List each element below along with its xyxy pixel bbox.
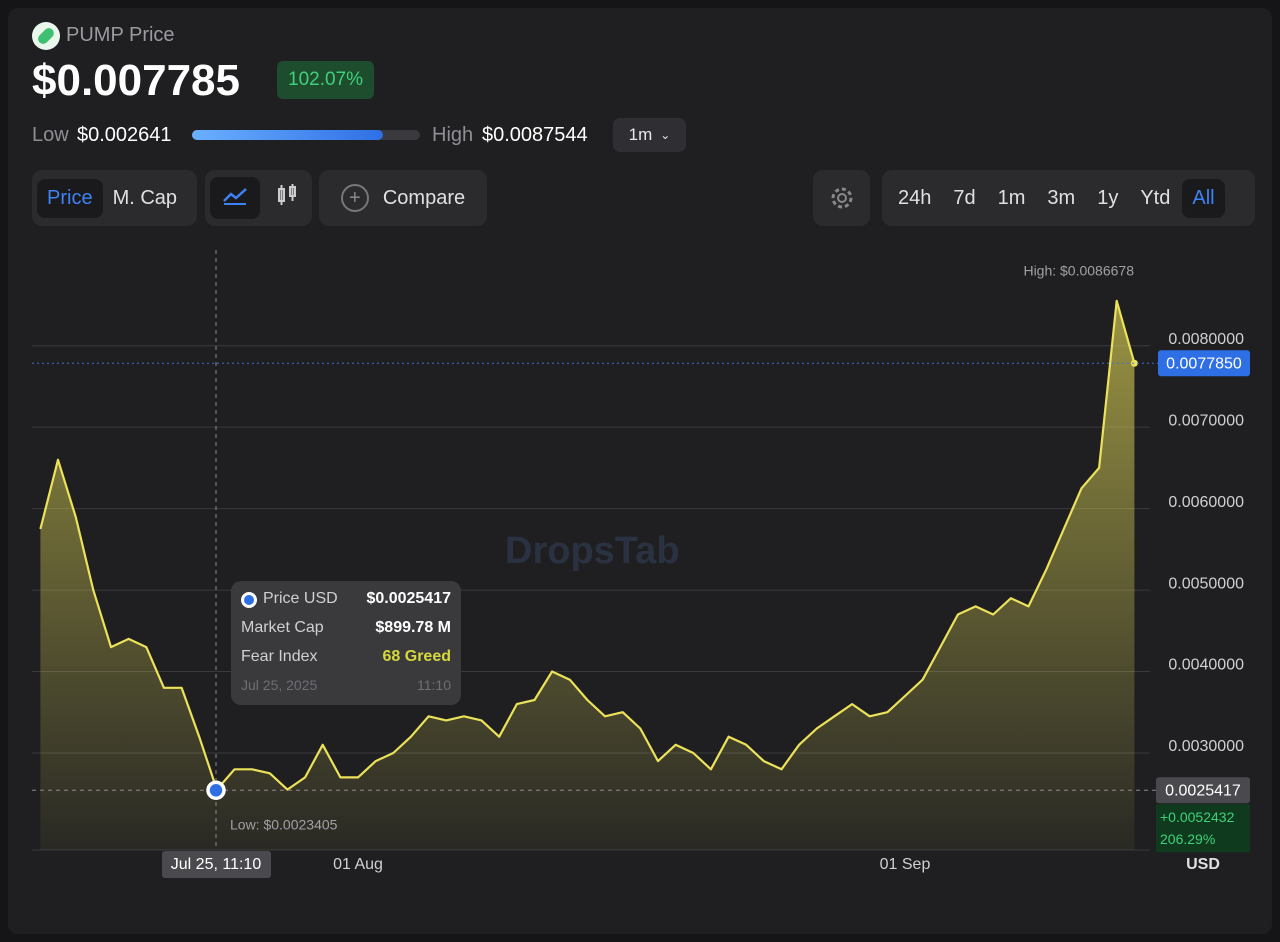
period-button[interactable]: 3m — [1047, 186, 1076, 209]
tooltip-time: 11:10 — [417, 677, 451, 693]
x-tick-label: 01 Aug — [333, 856, 383, 873]
crosshair-y-badge — [1156, 777, 1250, 804]
line-chart-button[interactable] — [210, 177, 260, 219]
tooltip: Price USD $0.0025417 Market Cap $899.78 M Fe… — [231, 581, 461, 705]
tooltip-key: Price USD — [263, 590, 338, 607]
low-value: $0.002641 — [77, 124, 172, 146]
title: PUMP Price — [66, 24, 175, 46]
tooltip-key: Market Cap — [241, 619, 324, 636]
tooltip-key: Fear Index — [241, 648, 318, 665]
range-text: 1m — [628, 125, 653, 144]
crosshair-x-label: Jul 25, 11:10 — [171, 856, 262, 873]
metric-button[interactable]: Price — [37, 178, 103, 218]
range-fill — [192, 130, 383, 140]
current-price-label: 0.0077850 — [1166, 355, 1242, 372]
range-bar — [192, 130, 420, 140]
tooltip-value: 68 Greed — [382, 648, 451, 665]
tooltip-value: $0.0025417 — [366, 590, 451, 607]
line — [39, 299, 1136, 791]
tooltip-row: Fear Index 68 Greed — [241, 648, 451, 666]
crosshair-x-badge — [162, 851, 271, 878]
tooltip-row: Price USD $0.0025417 — [241, 590, 451, 608]
candle-chart-button[interactable] — [266, 175, 308, 221]
chart-type-toggle — [205, 170, 312, 226]
compare-text: Compare — [382, 186, 466, 209]
period-button[interactable]: 1m — [997, 186, 1026, 209]
low-annotation: Low: $0.0023405 — [230, 817, 338, 833]
period-toggle: 24h 7d 1m 3m 1y Ytd All — [882, 170, 1255, 226]
period-button[interactable]: 1y — [1097, 186, 1119, 209]
period-button[interactable]: 7d — [953, 186, 976, 209]
x-tick-label: 01 Sep — [880, 856, 931, 873]
y-tick-label: 0.0070000 — [1168, 412, 1244, 429]
price: $0.007785 — [32, 56, 240, 105]
area — [40, 300, 1135, 850]
y-tick-label: 0.0030000 — [1168, 738, 1244, 755]
y-tick-label: 0.0050000 — [1168, 575, 1244, 592]
coin-icon — [32, 22, 60, 50]
y-tick-label: 0.0060000 — [1168, 494, 1244, 511]
tooltip-value: $899.78 M — [375, 619, 451, 636]
tooltip-date: Jul 25, 2025 — [241, 677, 318, 693]
plus-icon: + — [340, 184, 369, 212]
metric-button[interactable]: M. Cap — [112, 186, 178, 209]
settings-button[interactable] — [813, 170, 870, 226]
period-button[interactable]: All — [1182, 178, 1225, 218]
last-point — [1130, 359, 1138, 367]
low-label: Low — [32, 124, 69, 146]
change-abs: +0.0052432 — [1160, 809, 1235, 825]
compare-button[interactable]: + Compare — [319, 170, 487, 226]
current-price-badge — [1158, 350, 1250, 377]
crosshair-point — [206, 780, 226, 801]
chevron: ⌄ — [660, 128, 671, 142]
range-dropdown[interactable]: 1m ⌄ — [613, 118, 686, 152]
tooltip-row: Market Cap $899.78 M — [241, 619, 451, 637]
y-tick-label: 0.0080000 — [1168, 331, 1244, 348]
change-pct: 206.29% — [1160, 831, 1215, 847]
tooltip-dot — [241, 592, 257, 608]
y-tick-label: 0.0040000 — [1168, 657, 1244, 674]
tooltip-date-row: Jul 25, 2025 11:10 — [241, 677, 451, 693]
period-button[interactable]: 24h — [898, 186, 932, 209]
high-value: $0.0087544 — [482, 124, 588, 146]
currency: USD — [1186, 856, 1220, 873]
watermark: DropsTab — [505, 530, 680, 572]
change-badge — [1156, 804, 1250, 853]
period-button[interactable]: Ytd — [1140, 186, 1171, 209]
high-label: High — [432, 124, 474, 146]
crosshair-y-label: 0.0025417 — [1165, 783, 1241, 800]
high-annotation: High: $0.0086678 — [1023, 263, 1134, 279]
metric-toggle: Price M. Cap — [32, 170, 197, 226]
change-badge: 102.07% — [277, 61, 375, 99]
